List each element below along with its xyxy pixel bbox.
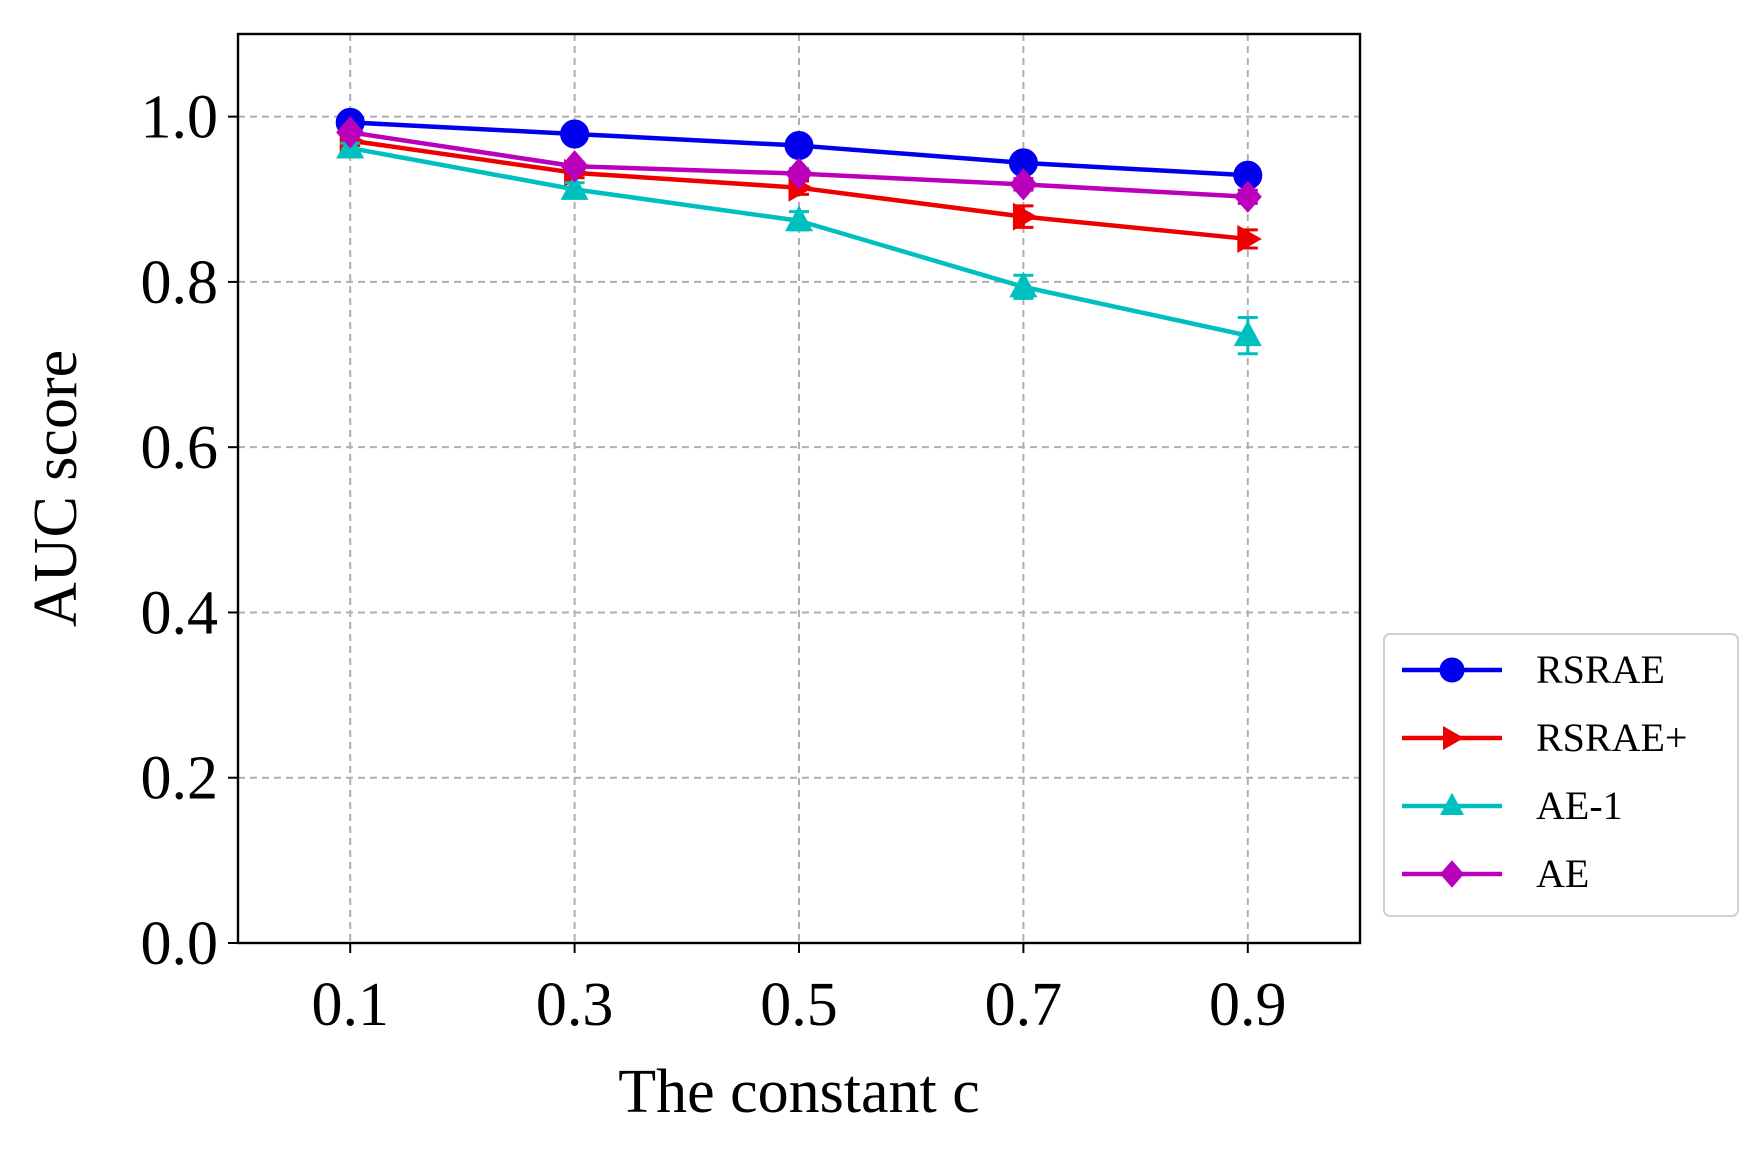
data-point (784, 131, 814, 161)
data-point (1233, 320, 1262, 347)
data-point (785, 205, 813, 232)
legend-entry: RSRAE (1402, 647, 1665, 692)
x-tick-label: 0.5 (760, 971, 838, 1039)
legend-marker (1439, 657, 1465, 683)
y-tick-label: 0.2 (141, 745, 219, 813)
legend-label: AE-1 (1536, 783, 1623, 828)
x-tick-label: 0.7 (985, 971, 1063, 1039)
data-point (1009, 271, 1038, 298)
y-tick-label: 0.8 (141, 249, 219, 317)
data-point (560, 173, 589, 200)
data-point (1237, 224, 1262, 253)
legend-marker (1443, 726, 1464, 750)
legend-entry: AE-1 (1402, 783, 1623, 828)
data-point (1233, 180, 1262, 213)
ticks: 0.1 0.3 0.5 0.7 0.9 0.0 0.2 0.4 0.6 0.8 1.0 (141, 84, 1287, 1039)
data-point (785, 157, 813, 190)
series-ae (336, 116, 1262, 213)
y-tick-label: 0.4 (141, 579, 219, 647)
x-tick-label: 0.1 (311, 971, 389, 1039)
legend-marker (1440, 792, 1464, 815)
legend-label: AE (1536, 851, 1589, 896)
legend-label: RSRAE+ (1536, 715, 1687, 760)
x-tick-label: 0.9 (1209, 971, 1287, 1039)
data-point (336, 116, 365, 149)
x-tick-label: 0.3 (536, 971, 614, 1039)
series-rsrae (335, 107, 1263, 190)
series-layer (335, 107, 1263, 356)
legend-box (1383, 633, 1739, 917)
y-axis-label: AUC score (22, 350, 90, 627)
legend-entry: AE (1402, 851, 1589, 896)
data-point (560, 150, 589, 183)
y-tick-label: 0.6 (141, 414, 219, 482)
x-axis-label: The constant c (618, 1058, 980, 1126)
data-point (560, 119, 590, 149)
legend-marker (1440, 860, 1464, 888)
data-point (1009, 168, 1038, 201)
legend-label: RSRAE (1536, 647, 1665, 692)
legend: RSRAE RSRAE+ AE-1 AE (1383, 633, 1739, 917)
y-tick-label: 0.0 (141, 910, 219, 978)
y-tick-label: 1.0 (141, 84, 219, 152)
legend-entry: RSRAE+ (1402, 715, 1687, 760)
grid-lines (238, 34, 1360, 943)
data-point (1012, 202, 1038, 231)
